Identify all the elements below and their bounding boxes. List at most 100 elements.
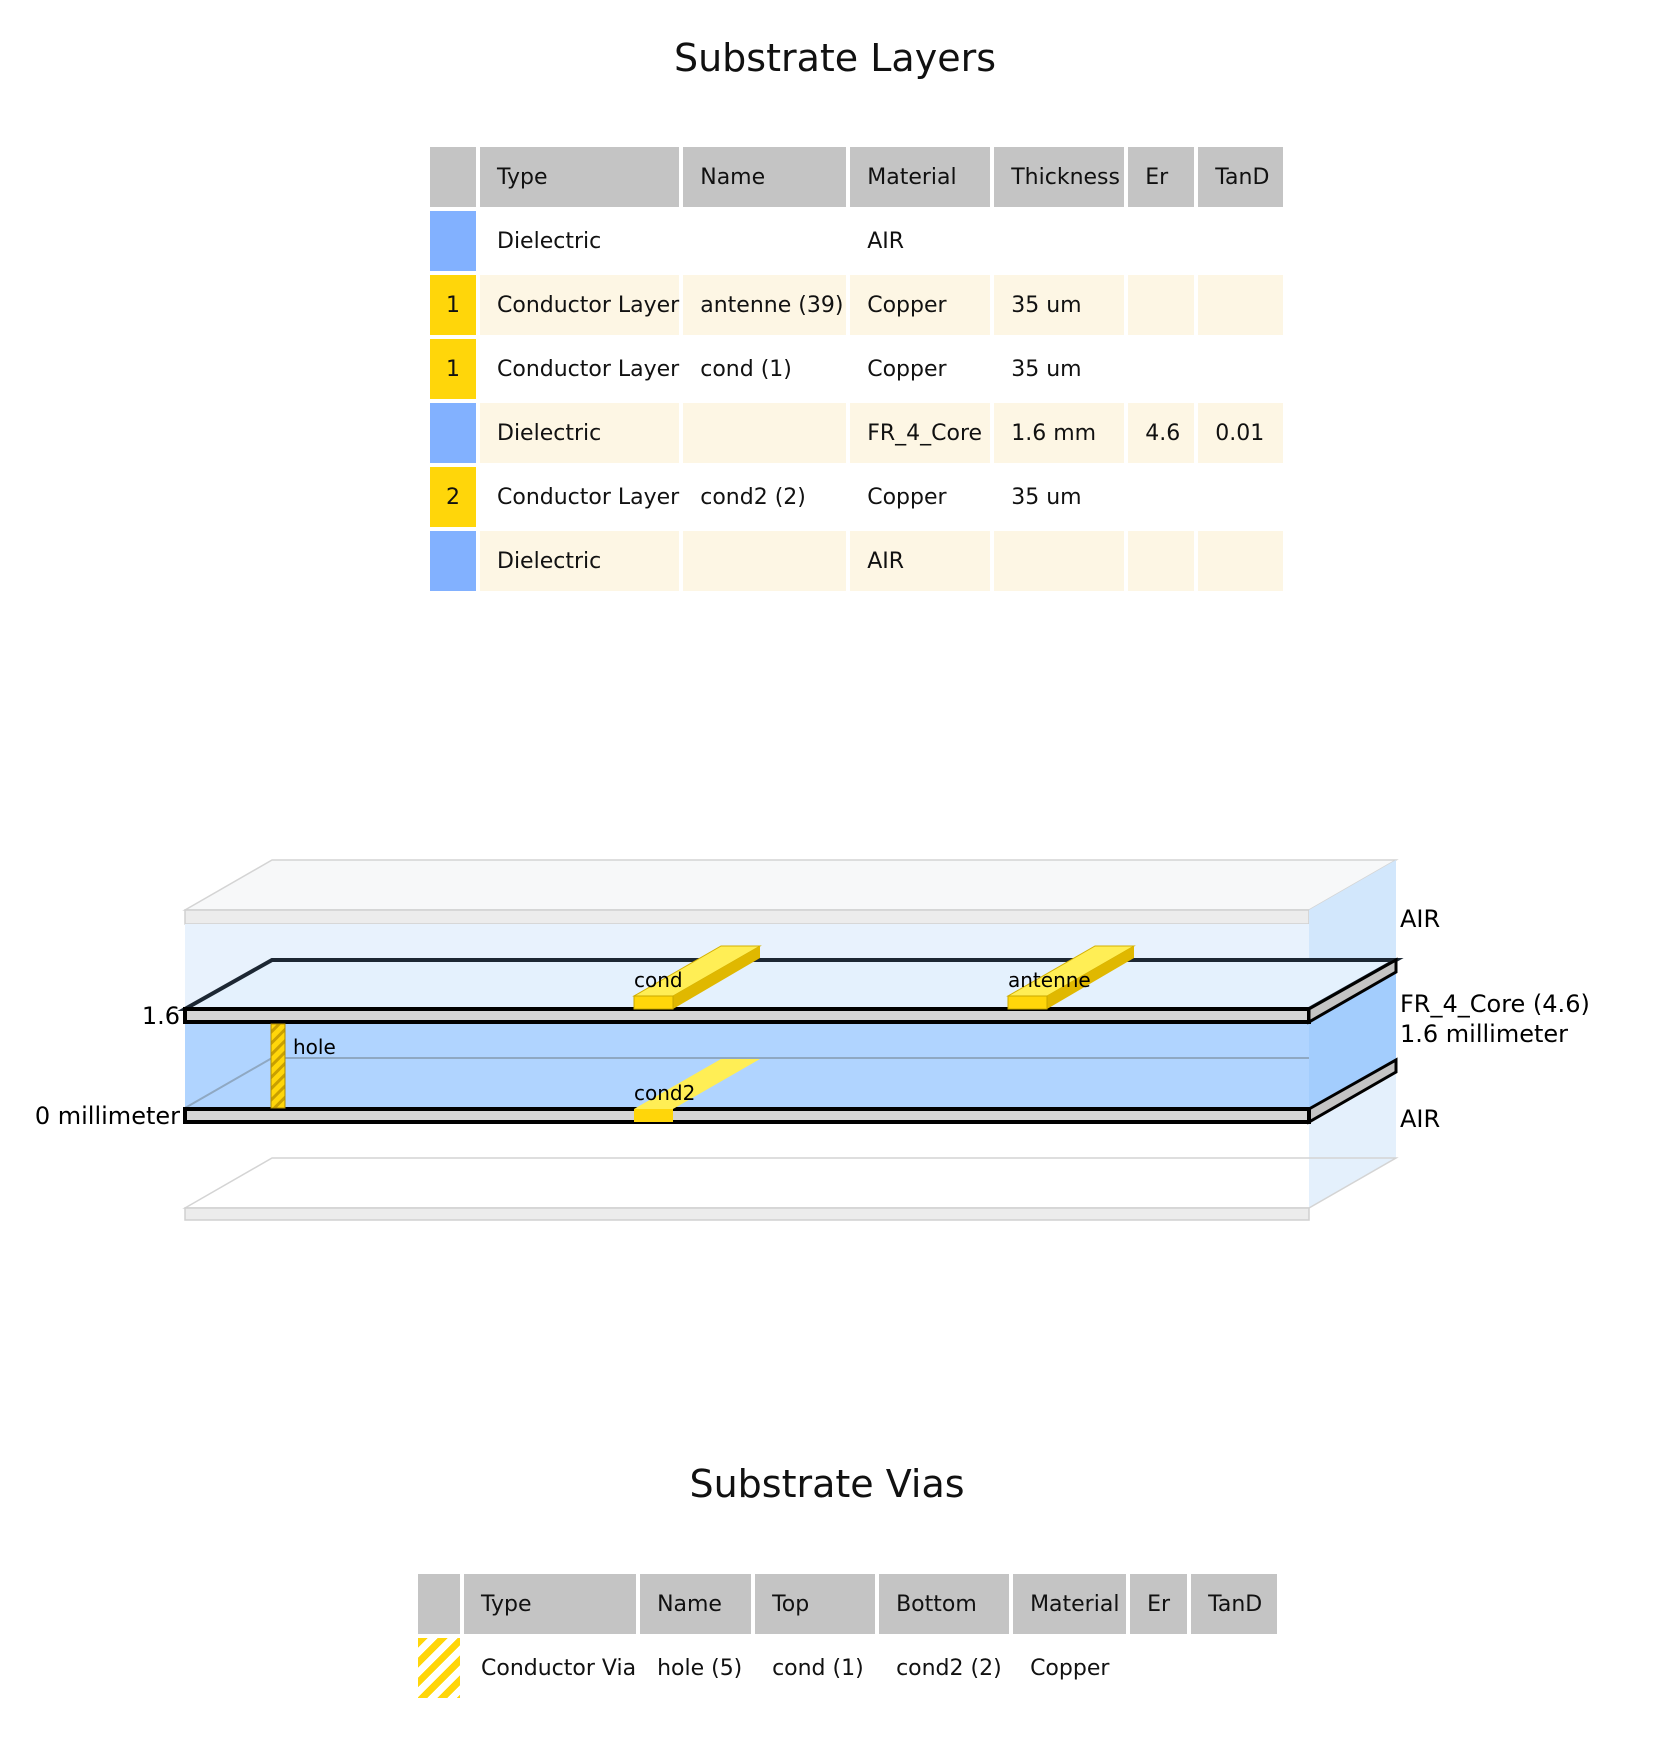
air-bottom-volume <box>185 1124 1309 1208</box>
layer-material: FR_4_Core <box>850 403 991 463</box>
via-hole <box>270 1023 286 1109</box>
vias-header-tand: TanD <box>1191 1574 1278 1634</box>
layer-er <box>1128 467 1194 527</box>
via-label: hole <box>293 1035 336 1059</box>
cond2-trace-top <box>634 1059 760 1109</box>
antenne-trace-side <box>1047 946 1134 1009</box>
cond2-label: cond2 <box>634 1081 695 1105</box>
vias-header-er: Er <box>1130 1574 1188 1634</box>
layer-swatch-conductor: 1 <box>430 275 476 335</box>
layer-name: cond2 (2) <box>700 484 806 510</box>
layers-header-er: Er <box>1128 147 1195 207</box>
layer-row: Dielectric AIR <box>430 531 1284 591</box>
layer-tand <box>1198 211 1283 271</box>
layers-title: Substrate Layers <box>673 36 997 80</box>
cond-trace-side <box>673 946 760 1009</box>
vias-header-name: Name <box>640 1574 752 1634</box>
layer-swatch-dielectric <box>430 531 476 591</box>
layer-thickness <box>994 531 1125 591</box>
air-top-slab <box>184 909 1310 925</box>
via-er <box>1130 1638 1187 1698</box>
layer-type: Dielectric <box>497 228 602 254</box>
layer-name <box>683 403 847 463</box>
layer-er <box>1128 339 1194 399</box>
vias-title: Substrate Vias <box>689 1462 965 1506</box>
layers-header-row: Type Name Material Thickness Er TanD <box>430 147 1284 207</box>
layer-material: AIR <box>850 531 991 591</box>
via-type: Conductor Via <box>481 1655 637 1681</box>
layer-er <box>1128 275 1195 335</box>
vias-header-material: Material <box>1013 1574 1127 1634</box>
layers-header-type: Type <box>480 147 680 207</box>
layer-row: 2 Conductor Layer cond2 (2) Copper 35 um <box>430 467 1283 527</box>
via-name: hole (5) <box>657 1655 743 1681</box>
via-bottom: cond2 (2) <box>896 1655 1002 1681</box>
layer-material: Copper <box>867 484 947 510</box>
layers-header-material: Material <box>850 147 991 207</box>
layers-header-thickness: Thickness <box>994 147 1125 207</box>
layer-swatch-dielectric <box>430 211 476 271</box>
stack-diagram: cond antenne cond2 hole 1.6 0 millimeter… <box>35 859 1590 1221</box>
cond-trace-front <box>633 995 674 1010</box>
layers-header-name: Name <box>683 147 847 207</box>
layers-header-tand: TanD <box>1198 147 1284 207</box>
layer-row: Dielectric FR_4_Core 1.6 mm 4.6 0.01 <box>430 403 1284 463</box>
layer-er <box>1128 531 1195 591</box>
layer-tand <box>1198 531 1284 591</box>
antenne-label: antenne <box>1008 968 1091 992</box>
core-material-label: FR_4_Core (4.6) <box>1400 990 1590 1018</box>
via-swatch-hatched <box>418 1638 460 1698</box>
antenne-trace-front <box>1007 995 1048 1010</box>
layer-name <box>683 211 846 271</box>
vias-header-type: Type <box>464 1574 637 1634</box>
bottom-conductor-plane <box>183 1107 1311 1124</box>
height-top-label: 1.6 <box>142 1002 180 1030</box>
layer-tand <box>1198 339 1283 399</box>
core-back-diagonal <box>184 1057 273 1109</box>
vias-table: Type Name Top Bottom Material Er TanD Co… <box>414 1570 1281 1702</box>
layer-er: 4.6 <box>1128 403 1195 463</box>
cond-label: cond <box>634 968 683 992</box>
layer-thickness: 35 um <box>994 275 1125 335</box>
layer-name: cond (1) <box>700 356 792 382</box>
vias-header-bottom: Bottom <box>879 1574 1010 1634</box>
layer-type: Dielectric <box>480 531 680 591</box>
layer-thickness: 35 um <box>1011 356 1082 382</box>
layer-row: 1 Conductor Layer antenne (39) Copper 35… <box>430 275 1284 335</box>
via-material: Copper <box>1030 1655 1110 1681</box>
cond2-trace-front <box>634 1109 673 1122</box>
layer-tand <box>1198 275 1284 335</box>
vias-header-row: Type Name Top Bottom Material Er TanD <box>418 1574 1278 1634</box>
layer-thickness: 1.6 mm <box>994 403 1125 463</box>
core-side <box>1309 972 1396 1109</box>
vias-header-swatch <box>418 1574 460 1634</box>
layer-tand: 0.01 <box>1198 403 1284 463</box>
top-conductor-face <box>177 958 1404 1011</box>
layers-table: Type Name Material Thickness Er TanD Die… <box>426 143 1287 595</box>
layer-material: Copper <box>850 275 991 335</box>
air-top-face <box>182 859 1399 911</box>
core-thickness-label: 1.6 millimeter <box>1400 1020 1568 1048</box>
top-conductor-plane <box>183 1007 1311 1024</box>
layer-type: Dielectric <box>480 403 680 463</box>
layer-name <box>683 531 847 591</box>
layer-material: AIR <box>867 228 905 254</box>
via-row: Conductor Via hole (5) cond (1) cond2 (2… <box>418 1638 1277 1698</box>
layer-material: Copper <box>867 356 947 382</box>
layer-thickness: 35 um <box>1011 484 1082 510</box>
layer-swatch-conductor: 1 <box>430 339 476 399</box>
height-bottom-label: 0 millimeter <box>35 1102 180 1130</box>
layer-row: 1 Conductor Layer cond (1) Copper 35 um <box>430 339 1283 399</box>
layer-type: Conductor Layer <box>497 484 680 510</box>
via-top: cond (1) <box>772 1655 864 1681</box>
vias-header-top: Top <box>755 1574 876 1634</box>
top-conductor-side <box>1307 957 1398 1025</box>
air-bottom-label: AIR <box>1400 1105 1440 1133</box>
layer-er <box>1128 211 1194 271</box>
layers-header-swatch <box>430 147 476 207</box>
layer-type: Conductor Layer <box>480 275 680 335</box>
layer-swatch-conductor: 2 <box>430 467 476 527</box>
via-tand <box>1191 1638 1277 1698</box>
air-top-label: AIR <box>1400 905 1440 933</box>
layer-row: Dielectric AIR <box>430 211 1283 271</box>
